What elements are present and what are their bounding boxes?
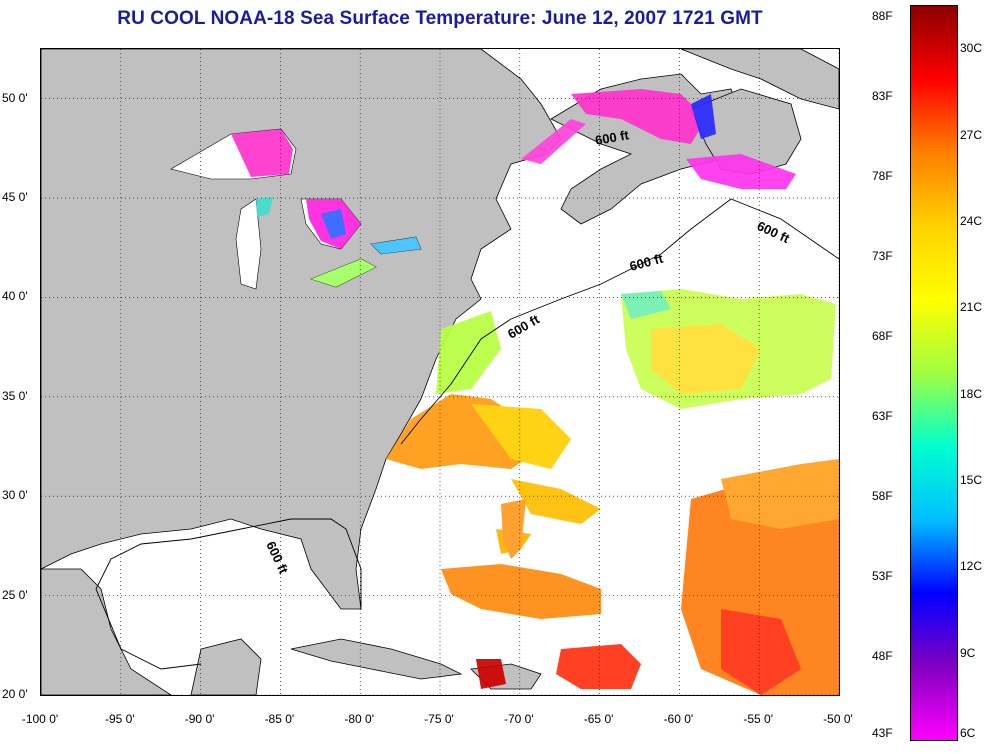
land-layer: [41, 49, 839, 695]
colorbar-celsius-label: 27C: [960, 127, 983, 142]
sst-gulf-stream-yellow: [651, 324, 761, 394]
colorbar-fahrenheit-label: 58F: [872, 488, 893, 503]
colorbar-fahrenheit-label: 43F: [872, 726, 893, 740]
temperature-colorbar: [910, 5, 958, 741]
colorbar-celsius-label: 6C: [960, 726, 976, 740]
contour-line-east-coast: [400, 198, 839, 445]
colorbar-fahrenheit-label: 73F: [872, 249, 893, 264]
newfoundland-land: [690, 88, 802, 175]
colorbar-celsius-label: 18C: [960, 386, 983, 401]
colorbar-celsius-label: 21C: [960, 300, 983, 315]
colorbar-fahrenheit-label: 88F: [872, 9, 893, 24]
x-tick-label: -50 0': [823, 712, 853, 726]
sst-lake-superior: [231, 129, 293, 177]
map-title: RU COOL NOAA-18 Sea Surface Temperature:…: [117, 8, 763, 29]
sst-bahamas-warm: [441, 564, 601, 619]
x-tick-label: -80 0': [344, 712, 375, 726]
colorbar-fahrenheit-label: 48F: [872, 648, 893, 663]
cuba-land: [290, 638, 463, 680]
sst-lake-ontario: [371, 237, 421, 254]
mexico-land: [41, 568, 172, 695]
colorbar-celsius-label: 12C: [960, 559, 983, 574]
sst-east-yellow: [721, 459, 839, 529]
x-tick-label: -85 0': [264, 712, 295, 726]
x-tick-label: -65 0': [583, 712, 614, 726]
sst-gulf-st-lawrence: [571, 89, 706, 144]
colorbar-celsius-label: 30C: [960, 41, 983, 56]
sst-gulf-st-lawrence-cool: [691, 94, 716, 139]
sst-scotian-strip: [521, 119, 586, 164]
sst-patches: [231, 89, 839, 695]
y-tick-label: 45 0': [2, 190, 28, 205]
sst-map[interactable]: 600 ft 600 ft 600 ft 600 ft 600 ft: [40, 48, 840, 696]
colorbar-fahrenheit-label: 53F: [872, 568, 893, 583]
y-tick-label: 20 0': [2, 687, 28, 701]
grid-lines: [41, 49, 839, 695]
colorbar-celsius-label: 15C: [960, 472, 983, 487]
sst-caribbean-red: [556, 644, 641, 689]
contour-label-florida: 600 ft: [263, 539, 291, 577]
y-tick-label: 25 0': [2, 587, 28, 602]
colorbar-fahrenheit-label: 78F: [872, 169, 893, 184]
sst-east-red: [721, 609, 801, 695]
labrador-land: [680, 49, 839, 110]
x-tick-label: -60 0': [663, 712, 694, 726]
x-tick-label: -95 0': [104, 712, 135, 726]
sst-mid-atlantic-shelf: [436, 311, 501, 394]
sst-sargasso-yellow: [511, 479, 601, 524]
contour-label-grand-banks: 600 ft: [755, 218, 793, 246]
y-tick-label: 30 0': [2, 488, 28, 503]
yucatan-land: [190, 638, 262, 695]
sst-carolina-yellow: [471, 404, 571, 469]
sst-lake-erie: [311, 259, 376, 287]
map-canvas: 600 ft 600 ft 600 ft 600 ft 600 ft: [41, 49, 839, 695]
y-tick-label: 40 0': [2, 289, 28, 304]
colorbar-fahrenheit-label: 68F: [872, 329, 893, 344]
y-tick-label: 50 0': [2, 90, 28, 105]
x-tick-label: -100 0': [21, 712, 59, 726]
sst-hispaniola-red: [476, 659, 506, 689]
contour-label-mid-atlantic: 600 ft: [505, 311, 542, 341]
sst-newfoundland-shelf: [686, 154, 796, 189]
contour-label-georges: 600 ft: [628, 250, 665, 273]
contour-label-gulf-of-maine: 600 ft: [594, 127, 631, 148]
colorbar-celsius-label: 24C: [960, 213, 983, 228]
x-tick-label: -90 0': [184, 712, 215, 726]
colorbar-fahrenheit-label: 83F: [872, 89, 893, 104]
sst-lake-michigan-n: [256, 197, 273, 217]
sst-gulf-stream-north-cool: [621, 291, 671, 319]
x-tick-label: -55 0': [743, 712, 774, 726]
x-tick-label: -70 0': [503, 712, 534, 726]
x-tick-label: -75 0': [424, 712, 454, 726]
colorbar-celsius-label: 9C: [960, 645, 976, 660]
colorbar-fahrenheit-label: 63F: [872, 408, 893, 423]
sst-lake-huron-cool: [321, 209, 346, 239]
y-tick-label: 35 0': [2, 388, 28, 403]
